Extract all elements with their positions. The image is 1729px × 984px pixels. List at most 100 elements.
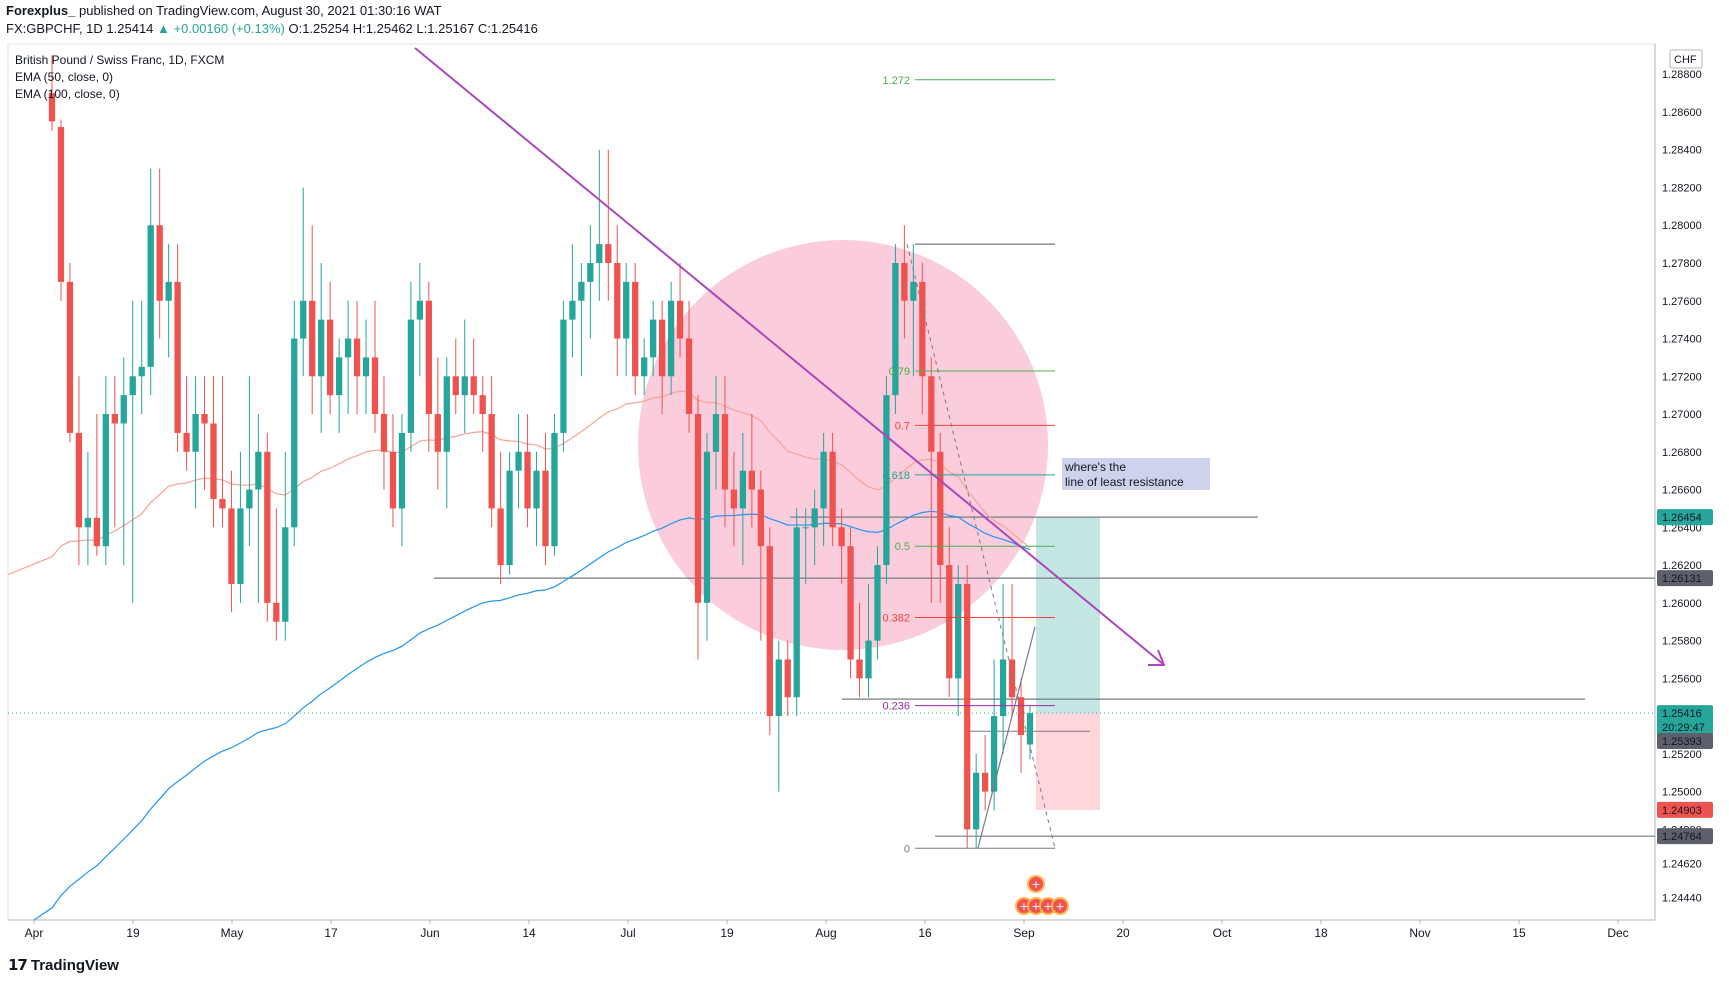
publish-info: Forexplus_ published on TradingView.com,…	[6, 3, 442, 18]
candle-body	[344, 338, 352, 358]
fib-level-label: 0.382	[882, 612, 910, 624]
price-tick-label: 1.28600	[1662, 107, 1702, 119]
fib-level-label: 0	[904, 843, 910, 855]
time-tick-label: May	[221, 926, 244, 940]
currency-box[interactable]	[1669, 49, 1703, 69]
fib-level-label: 0.5	[895, 541, 910, 553]
price-tick-label: 1.25600	[1662, 673, 1702, 685]
resistance-badge	[1657, 509, 1713, 526]
legend-ema50: EMA (50, close, 0)	[15, 70, 113, 84]
candle-body	[766, 546, 773, 717]
candle-body	[551, 432, 558, 547]
candle-body	[981, 772, 989, 792]
ohlc-values: O:1.25254 H:1.25462 L:1.25167 C:1.25416	[288, 21, 538, 36]
time-tick-label: 17	[324, 926, 338, 940]
current-price-badge-countdown: 20:29:47	[1662, 722, 1705, 734]
candle-body	[757, 489, 764, 547]
time-tick-label: Sep	[1013, 926, 1035, 940]
trendline	[414, 47, 1164, 665]
candle-body	[443, 376, 450, 452]
candle-body	[129, 376, 136, 396]
current-price-badge-text: 1.25416	[1662, 708, 1702, 720]
candle-body	[309, 300, 316, 377]
price-tick-label: 1.24620	[1662, 858, 1702, 870]
stop-zone	[1036, 713, 1100, 810]
candle-body	[282, 527, 289, 622]
candle-body	[632, 281, 639, 377]
price-tick-label: 1.26000	[1662, 598, 1702, 610]
candle-body	[883, 395, 890, 566]
candle-body	[93, 517, 101, 547]
brand-name: TradingView	[30, 957, 119, 974]
target-zone	[1036, 517, 1100, 714]
trendline-arrowhead	[1148, 649, 1166, 666]
candle-body	[210, 423, 217, 499]
candle-body	[676, 300, 684, 339]
candle-body	[641, 357, 648, 377]
price-tick-label: 1.28000	[1662, 220, 1702, 232]
event-plus-icon: +	[1031, 900, 1040, 913]
candle-body	[57, 127, 65, 282]
candle-body	[479, 395, 486, 415]
ema-layer	[7, 390, 1031, 921]
time-tick-label: Aug	[815, 926, 836, 940]
candle-body	[48, 93, 56, 122]
event-plus-icon: +	[1019, 900, 1028, 913]
candle-body	[712, 414, 720, 452]
candle-body	[739, 470, 747, 509]
candle-body	[560, 319, 567, 433]
price-tick-label: 1.26800	[1662, 447, 1702, 459]
candle-body	[416, 300, 424, 320]
annotation-line-2: line of least resistance	[1065, 475, 1184, 489]
candle-body	[910, 281, 917, 301]
fib-level-label: 0.236	[882, 701, 910, 713]
candle-body	[398, 432, 406, 509]
candle-body	[1008, 659, 1016, 698]
candle-body	[452, 376, 459, 396]
trendline-layer	[414, 47, 1166, 849]
annotation-box[interactable]	[1062, 458, 1210, 490]
candle-body	[228, 508, 235, 584]
candle-body	[901, 263, 908, 301]
candle-body	[775, 659, 782, 717]
candle-body	[892, 263, 899, 396]
price-tick-label: 1.27000	[1662, 409, 1702, 421]
candle-body	[937, 451, 944, 566]
price-tick-label: 1.27800	[1662, 258, 1702, 270]
fib-level-label: 0.79	[889, 366, 910, 378]
candle-body	[165, 281, 172, 301]
candle-body	[569, 300, 576, 320]
candle-body	[237, 508, 244, 584]
candle-body	[497, 508, 504, 566]
close-level-badge-text: 1.25393	[1662, 736, 1702, 748]
candle-body	[111, 414, 118, 424]
candle-body	[614, 263, 621, 339]
symbol[interactable]: FX:GBPCHF, 1D	[6, 21, 103, 36]
ema100-line	[33, 510, 1031, 921]
event-plus-icon: +	[1055, 900, 1064, 913]
close-level-badge	[1657, 733, 1713, 749]
tradingview-logo[interactable]: 𝟭𝟳 TradingView	[8, 956, 119, 974]
time-tick-label: Dec	[1607, 926, 1628, 940]
low-badge-text: 1.24764	[1662, 831, 1702, 843]
event-markers: ++ + + +	[1015, 875, 1069, 915]
price-tick-label: 1.28400	[1662, 145, 1702, 157]
time-tick-label: Oct	[1213, 926, 1232, 940]
candle-body	[102, 414, 109, 547]
support-badge-text: 1.26131	[1662, 573, 1702, 585]
current-price-badge	[1657, 705, 1713, 736]
candle-body	[84, 517, 92, 528]
legend-title: British Pound / Swiss Franc, 1D, FXCM	[15, 53, 224, 67]
resistance-badge-text: 1.26454	[1662, 512, 1702, 524]
candle-body	[865, 640, 872, 679]
candle-body	[703, 451, 711, 603]
price-tick-label: 1.25200	[1662, 749, 1702, 761]
candle-body	[246, 489, 253, 509]
author-name[interactable]: Forexplus_	[6, 3, 76, 18]
tradingview-logo-icon: 𝟭𝟳	[8, 957, 28, 974]
candle-body	[524, 451, 531, 509]
candle-body	[919, 281, 926, 377]
annotation-line-1: where's the	[1064, 460, 1126, 474]
candle-body	[874, 565, 881, 641]
